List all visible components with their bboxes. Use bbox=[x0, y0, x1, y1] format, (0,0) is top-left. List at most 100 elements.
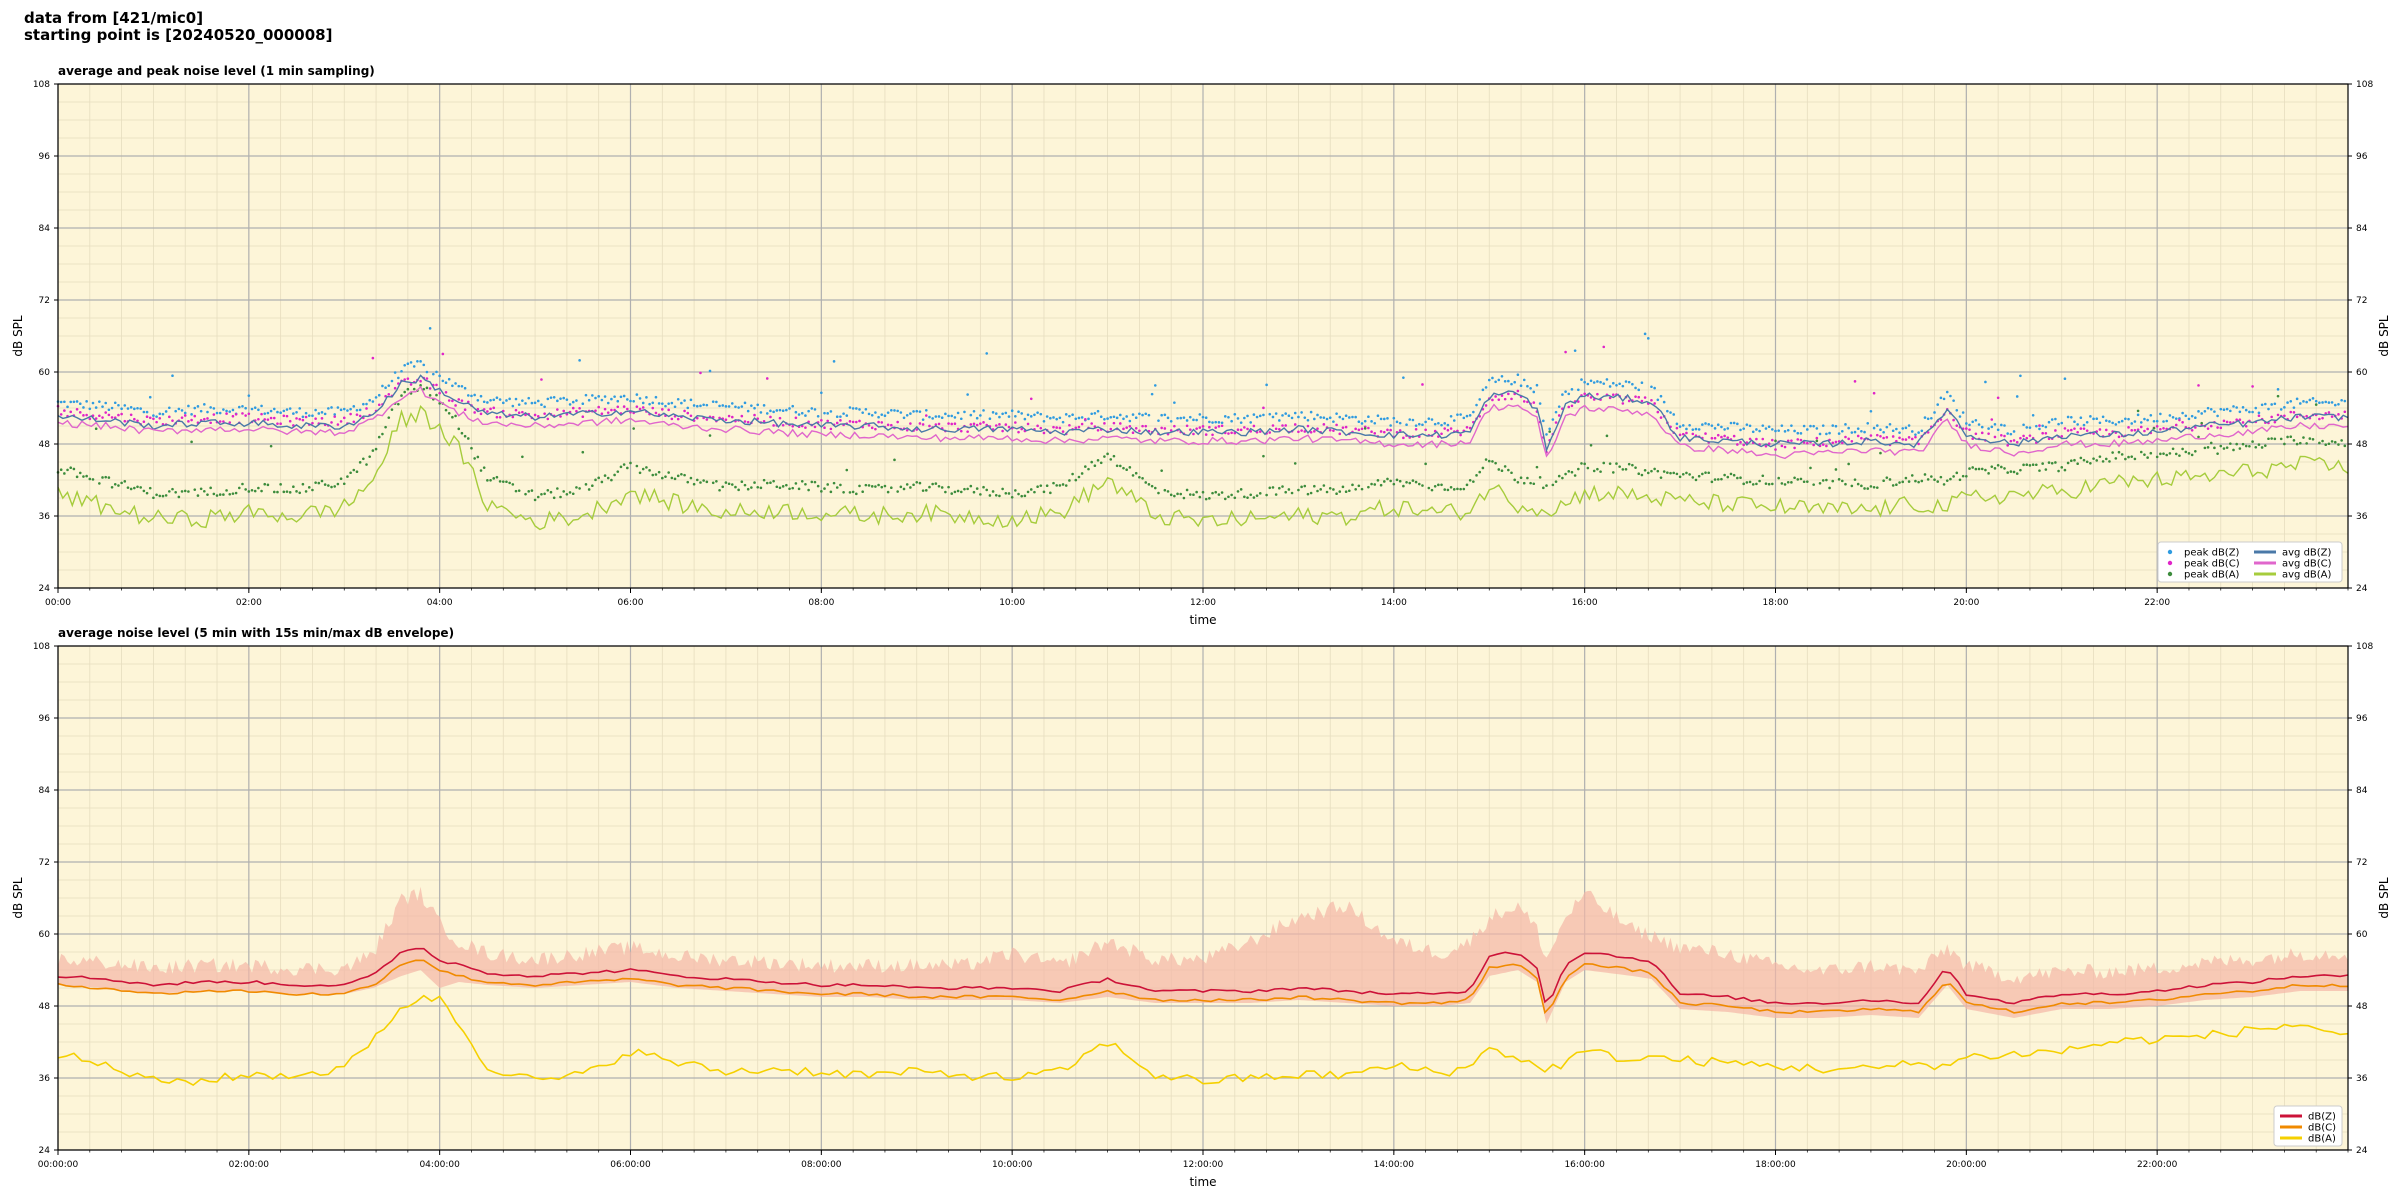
peak-point bbox=[1421, 383, 1424, 386]
peak-point bbox=[2286, 401, 2289, 404]
peak-point bbox=[966, 430, 969, 433]
peak-point bbox=[1987, 427, 1990, 430]
x-tick-label: 04:00:00 bbox=[419, 1160, 460, 1170]
peak-point bbox=[126, 486, 130, 489]
peak-point bbox=[813, 480, 817, 484]
peak-point bbox=[1583, 380, 1586, 384]
peak-point bbox=[1542, 486, 1545, 490]
peak-point bbox=[1926, 417, 1930, 421]
peak-point bbox=[1704, 432, 1707, 435]
peak-point bbox=[1376, 414, 1380, 417]
peak-point bbox=[228, 421, 232, 424]
peak-point bbox=[2257, 414, 2261, 418]
peak-point bbox=[1494, 395, 1497, 398]
peak-point bbox=[730, 415, 734, 419]
peak-point bbox=[1414, 424, 1418, 427]
peak-point bbox=[2244, 408, 2248, 412]
x-tick-label: 06:00 bbox=[618, 598, 644, 608]
peak-point bbox=[2139, 425, 2143, 429]
peak-point bbox=[1650, 469, 1653, 473]
peak-point bbox=[635, 393, 639, 396]
y-axis-label-right: dB SPL bbox=[2377, 315, 2391, 357]
peak-point bbox=[1491, 460, 1494, 463]
peak-point bbox=[349, 412, 352, 416]
peak-point bbox=[1449, 427, 1453, 430]
peak-point bbox=[193, 406, 197, 410]
peak-point bbox=[253, 489, 257, 493]
peak-point bbox=[2206, 427, 2210, 430]
peak-point bbox=[708, 434, 712, 437]
peak-point bbox=[1882, 479, 1885, 483]
peak-point bbox=[2000, 433, 2003, 437]
peak-point bbox=[349, 471, 352, 475]
peak-point bbox=[1936, 403, 1940, 406]
peak-point bbox=[117, 413, 120, 417]
peak-point bbox=[2149, 451, 2153, 455]
peak-point bbox=[1812, 424, 1815, 428]
peak-point bbox=[1856, 434, 1860, 438]
peak-point bbox=[1529, 481, 1532, 485]
peak-point bbox=[1220, 491, 1224, 494]
peak-point bbox=[346, 475, 349, 478]
peak-point bbox=[1974, 432, 1978, 436]
peak-point bbox=[2289, 410, 2293, 414]
y-tick-label-left: 72 bbox=[39, 296, 50, 306]
peak-point bbox=[158, 494, 162, 498]
peak-point bbox=[1866, 421, 1870, 425]
peak-point bbox=[1459, 433, 1462, 437]
peak-point bbox=[915, 409, 919, 413]
y-tick-label-left: 60 bbox=[39, 368, 51, 378]
peak-point bbox=[1417, 482, 1421, 486]
peak-point bbox=[559, 495, 562, 499]
peak-point bbox=[2066, 415, 2070, 419]
peak-point bbox=[756, 417, 760, 420]
peak-point bbox=[1551, 483, 1555, 487]
peak-point bbox=[59, 400, 63, 404]
peak-point bbox=[2229, 409, 2232, 413]
peak-point bbox=[1847, 462, 1850, 466]
peak-point bbox=[2330, 440, 2334, 443]
peak-point bbox=[1697, 474, 1701, 478]
peak-point bbox=[1379, 483, 1383, 487]
peak-point bbox=[864, 483, 868, 487]
peak-point bbox=[1809, 466, 1812, 470]
peak-point bbox=[1026, 422, 1030, 426]
legend-label: dB(Z) bbox=[2308, 1112, 2336, 1123]
peak-point bbox=[759, 486, 763, 490]
peak-point bbox=[117, 403, 120, 407]
peak-point bbox=[1109, 458, 1113, 461]
peak-point bbox=[1386, 417, 1389, 420]
peak-point bbox=[419, 384, 422, 387]
peak-point bbox=[2152, 419, 2156, 423]
peak-point bbox=[2047, 420, 2051, 424]
peak-point bbox=[1373, 432, 1377, 435]
peak-point bbox=[1872, 391, 1876, 395]
peak-point bbox=[575, 399, 578, 402]
peak-point bbox=[1621, 384, 1625, 388]
peak-point bbox=[371, 449, 375, 452]
peak-point bbox=[1971, 437, 1974, 441]
peak-point bbox=[1029, 415, 1033, 418]
peak-point bbox=[346, 409, 349, 412]
peak-point bbox=[654, 473, 658, 476]
peak-point bbox=[1573, 474, 1577, 477]
peak-point bbox=[1885, 436, 1889, 439]
peak-point bbox=[1542, 419, 1545, 423]
peak-point bbox=[2003, 467, 2006, 470]
peak-point bbox=[425, 377, 429, 380]
peak-point bbox=[110, 416, 114, 419]
peak-point bbox=[2054, 461, 2057, 464]
peak-point bbox=[982, 421, 985, 424]
peak-point bbox=[2082, 427, 2086, 430]
peak-point bbox=[196, 494, 200, 497]
peak-point bbox=[743, 401, 747, 405]
peak-point bbox=[1643, 468, 1647, 472]
peak-point bbox=[142, 420, 146, 424]
peak-point bbox=[880, 413, 884, 416]
peak-point bbox=[1567, 392, 1571, 396]
peak-point bbox=[1608, 462, 1612, 465]
peak-point bbox=[387, 384, 391, 387]
peak-point bbox=[1646, 471, 1650, 475]
peak-point bbox=[101, 476, 104, 479]
peak-point bbox=[1675, 422, 1679, 426]
